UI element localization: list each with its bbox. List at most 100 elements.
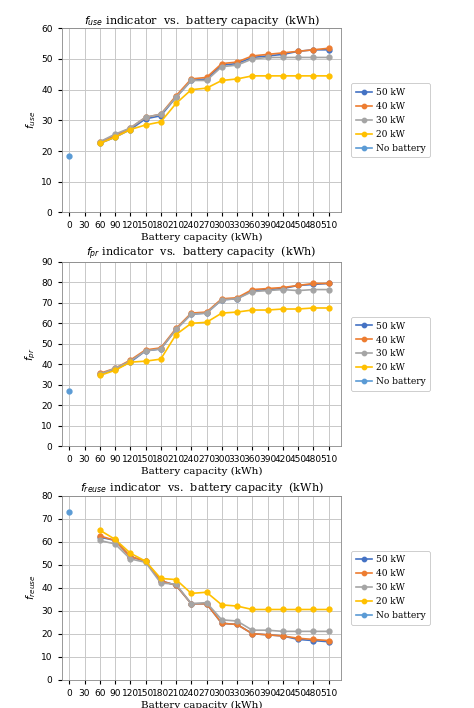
20 kW (97, 139, 102, 148)
40 kW (112, 364, 118, 372)
30 kW (249, 626, 255, 634)
20 kW (158, 118, 164, 126)
40 kW (219, 619, 225, 627)
50 kW (128, 125, 133, 134)
30 kW (143, 113, 148, 122)
Legend: 50 kW, 40 kW, 30 kW, 20 kW, No battery: 50 kW, 40 kW, 30 kW, 20 kW, No battery (351, 84, 430, 157)
40 kW (173, 91, 179, 100)
20 kW (280, 605, 286, 614)
30 kW (264, 626, 270, 634)
30 kW (128, 124, 133, 132)
50 kW (128, 358, 133, 367)
20 kW (128, 125, 133, 134)
20 kW (189, 319, 194, 328)
Line: 20 kW: 20 kW (97, 74, 331, 146)
50 kW (112, 536, 118, 544)
40 kW (234, 294, 240, 302)
40 kW (326, 279, 331, 287)
20 kW (112, 133, 118, 142)
Line: 50 kW: 50 kW (97, 535, 331, 644)
Y-axis label: $f_{use}$: $f_{use}$ (25, 111, 38, 130)
50 kW (158, 345, 164, 353)
50 kW (143, 347, 148, 355)
40 kW (326, 636, 331, 645)
30 kW (280, 53, 286, 62)
40 kW (234, 58, 240, 67)
20 kW (173, 576, 179, 584)
20 kW (112, 535, 118, 544)
Legend: 50 kW, 40 kW, 30 kW, 20 kW, No battery: 50 kW, 40 kW, 30 kW, 20 kW, No battery (351, 317, 430, 391)
50 kW (173, 325, 179, 333)
40 kW (310, 279, 316, 287)
30 kW (326, 627, 331, 636)
40 kW (326, 44, 331, 52)
30 kW (295, 627, 301, 636)
20 kW (189, 589, 194, 598)
20 kW (326, 72, 331, 80)
20 kW (112, 366, 118, 375)
30 kW (310, 627, 316, 636)
20 kW (295, 72, 301, 80)
40 kW (310, 635, 316, 644)
50 kW (310, 45, 316, 54)
40 kW (264, 50, 270, 59)
50 kW (326, 279, 331, 287)
20 kW (219, 309, 225, 317)
40 kW (189, 75, 194, 84)
40 kW (128, 356, 133, 365)
40 kW (97, 137, 102, 146)
30 kW (219, 62, 225, 71)
20 kW (204, 84, 210, 93)
40 kW (219, 59, 225, 68)
40 kW (249, 52, 255, 60)
30 kW (295, 53, 301, 62)
Line: 20 kW: 20 kW (97, 527, 331, 612)
X-axis label: Battery capacity (kWh): Battery capacity (kWh) (141, 467, 262, 476)
50 kW (234, 295, 240, 303)
30 kW (204, 598, 210, 607)
30 kW (173, 580, 179, 588)
30 kW (264, 286, 270, 295)
20 kW (280, 304, 286, 313)
Line: 20 kW: 20 kW (97, 306, 331, 378)
50 kW (280, 50, 286, 59)
20 kW (249, 605, 255, 614)
20 kW (143, 357, 148, 365)
Line: 50 kW: 50 kW (97, 281, 331, 377)
30 kW (158, 110, 164, 118)
Line: 30 kW: 30 kW (97, 55, 331, 144)
50 kW (189, 76, 194, 85)
20 kW (143, 120, 148, 129)
50 kW (189, 600, 194, 608)
50 kW (143, 115, 148, 123)
40 kW (97, 369, 102, 377)
20 kW (219, 600, 225, 609)
20 kW (189, 86, 194, 94)
20 kW (234, 75, 240, 84)
30 kW (310, 285, 316, 294)
40 kW (128, 552, 133, 561)
40 kW (249, 629, 255, 638)
50 kW (219, 619, 225, 627)
40 kW (280, 283, 286, 292)
20 kW (264, 605, 270, 614)
20 kW (249, 72, 255, 80)
30 kW (97, 137, 102, 146)
50 kW (173, 93, 179, 102)
30 kW (158, 579, 164, 588)
20 kW (143, 557, 148, 566)
30 kW (264, 53, 270, 62)
50 kW (310, 636, 316, 645)
50 kW (295, 281, 301, 290)
30 kW (112, 130, 118, 139)
30 kW (234, 61, 240, 69)
50 kW (128, 552, 133, 561)
50 kW (143, 557, 148, 566)
30 kW (97, 536, 102, 544)
20 kW (234, 602, 240, 610)
40 kW (173, 324, 179, 333)
30 kW (249, 55, 255, 63)
30 kW (112, 539, 118, 548)
50 kW (280, 285, 286, 293)
50 kW (310, 280, 316, 289)
